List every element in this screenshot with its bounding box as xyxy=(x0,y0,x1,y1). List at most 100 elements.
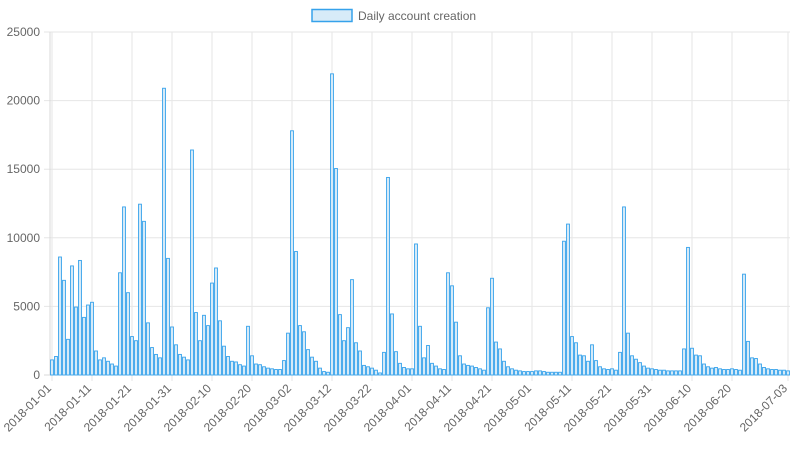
bar[interactable] xyxy=(478,368,482,376)
bar[interactable] xyxy=(618,351,622,376)
bar[interactable] xyxy=(786,370,790,376)
bar[interactable] xyxy=(414,243,418,376)
bar[interactable] xyxy=(226,356,230,376)
bar[interactable] xyxy=(390,313,394,376)
bar[interactable] xyxy=(626,332,630,376)
bar[interactable] xyxy=(498,348,502,376)
bar[interactable] xyxy=(118,272,122,376)
bar[interactable] xyxy=(634,358,638,376)
bar[interactable] xyxy=(394,351,398,376)
bar[interactable] xyxy=(170,326,174,376)
bar[interactable] xyxy=(326,371,330,376)
bar[interactable] xyxy=(330,73,334,376)
bar[interactable] xyxy=(758,363,762,376)
bar[interactable] xyxy=(166,257,170,376)
bar[interactable] xyxy=(122,206,126,376)
bar[interactable] xyxy=(610,368,614,376)
bar[interactable] xyxy=(182,356,186,376)
bar[interactable] xyxy=(538,370,542,376)
bar[interactable] xyxy=(658,369,662,376)
bar[interactable] xyxy=(62,279,66,376)
bar[interactable] xyxy=(662,369,666,376)
bar[interactable] xyxy=(262,366,266,376)
bar[interactable] xyxy=(642,365,646,376)
bar[interactable] xyxy=(770,369,774,376)
bar[interactable] xyxy=(282,360,286,376)
bar[interactable] xyxy=(94,350,98,376)
bar[interactable] xyxy=(454,321,458,376)
bar[interactable] xyxy=(754,358,758,376)
bar[interactable] xyxy=(258,364,262,376)
bar[interactable] xyxy=(382,351,386,376)
bar[interactable] xyxy=(682,348,686,376)
bar[interactable] xyxy=(362,364,366,376)
bar[interactable] xyxy=(622,206,626,376)
bar[interactable] xyxy=(506,366,510,376)
bar[interactable] xyxy=(694,354,698,376)
bar[interactable] xyxy=(158,357,162,376)
bar[interactable] xyxy=(630,355,634,376)
bar[interactable] xyxy=(70,265,74,376)
bar[interactable] xyxy=(482,369,486,376)
bar[interactable] xyxy=(462,363,466,376)
bar[interactable] xyxy=(686,246,690,376)
bar[interactable] xyxy=(138,203,142,376)
legend[interactable]: Daily account creation xyxy=(311,8,476,23)
bar[interactable] xyxy=(730,368,734,376)
bar[interactable] xyxy=(486,307,490,376)
bar[interactable] xyxy=(126,292,130,376)
bar[interactable] xyxy=(646,367,650,376)
bar[interactable] xyxy=(102,357,106,376)
bar[interactable] xyxy=(422,357,426,376)
bar[interactable] xyxy=(234,361,238,376)
bar[interactable] xyxy=(342,340,346,376)
bar[interactable] xyxy=(242,365,246,376)
bar[interactable] xyxy=(714,367,718,376)
bar[interactable] xyxy=(554,371,558,376)
bar[interactable] xyxy=(198,340,202,376)
bar[interactable] xyxy=(114,365,118,376)
bar[interactable] xyxy=(566,223,570,376)
bar[interactable] xyxy=(338,314,342,376)
bar[interactable] xyxy=(726,369,730,376)
bar[interactable] xyxy=(582,355,586,376)
bar[interactable] xyxy=(150,347,154,376)
bar[interactable] xyxy=(590,344,594,376)
bar[interactable] xyxy=(718,368,722,376)
bar[interactable] xyxy=(366,366,370,376)
bar[interactable] xyxy=(706,366,710,376)
bar[interactable] xyxy=(246,325,250,376)
bar[interactable] xyxy=(78,259,82,376)
bar[interactable] xyxy=(518,370,522,376)
bar[interactable] xyxy=(66,338,70,376)
bar[interactable] xyxy=(302,331,306,376)
bar[interactable] xyxy=(602,368,606,376)
bar[interactable] xyxy=(186,359,190,376)
bar[interactable] xyxy=(702,363,706,376)
bar[interactable] xyxy=(146,322,150,376)
bar[interactable] xyxy=(74,306,78,376)
bar[interactable] xyxy=(438,368,442,376)
bar[interactable] xyxy=(550,371,554,376)
bar[interactable] xyxy=(190,149,194,376)
bar[interactable] xyxy=(218,320,222,376)
bar[interactable] xyxy=(286,332,290,376)
bar[interactable] xyxy=(542,371,546,376)
bar[interactable] xyxy=(386,176,390,376)
bar[interactable] xyxy=(606,369,610,376)
bar[interactable] xyxy=(474,367,478,376)
bar[interactable] xyxy=(782,369,786,376)
bar[interactable] xyxy=(558,371,562,376)
bar[interactable] xyxy=(446,272,450,376)
bar[interactable] xyxy=(86,304,90,376)
bar[interactable] xyxy=(254,363,258,376)
bar[interactable] xyxy=(402,367,406,376)
bar[interactable] xyxy=(526,371,530,376)
bar[interactable] xyxy=(698,355,702,376)
bar[interactable] xyxy=(514,369,518,376)
bar[interactable] xyxy=(58,256,62,376)
bar[interactable] xyxy=(134,340,138,376)
bar[interactable] xyxy=(398,362,402,376)
bar[interactable] xyxy=(638,362,642,376)
bar[interactable] xyxy=(82,316,86,376)
